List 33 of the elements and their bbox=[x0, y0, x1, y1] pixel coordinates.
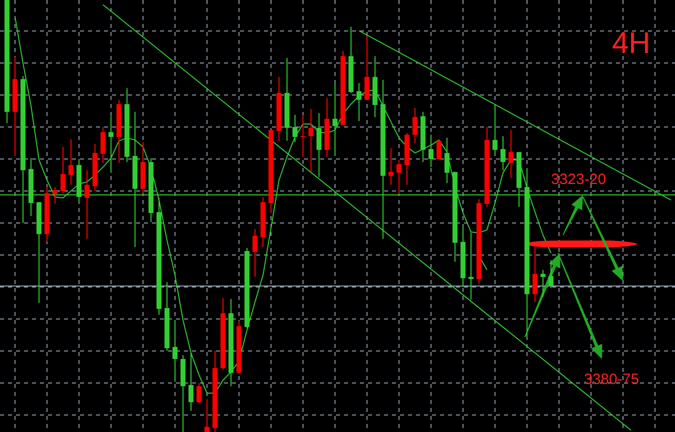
candlestick bbox=[540, 270, 546, 298]
candlestick bbox=[292, 114, 298, 143]
candlestick bbox=[332, 83, 338, 156]
annotation: 4H bbox=[612, 27, 650, 60]
candlestick bbox=[428, 134, 434, 168]
candlestick bbox=[436, 138, 442, 160]
candlestick bbox=[172, 320, 178, 382]
candlestick bbox=[252, 228, 258, 278]
candlestick bbox=[388, 148, 394, 186]
candlestick bbox=[108, 116, 114, 174]
candlestick bbox=[396, 159, 402, 194]
candlestick bbox=[308, 108, 314, 172]
annotation: 3323-20 bbox=[551, 171, 606, 188]
candlestick bbox=[364, 35, 370, 100]
candlestick bbox=[500, 136, 506, 171]
candlestick bbox=[356, 82, 362, 122]
candlestick bbox=[412, 108, 418, 144]
candlestick bbox=[100, 126, 106, 164]
candlestick bbox=[532, 244, 538, 302]
candlestick bbox=[204, 398, 210, 432]
candlestick bbox=[196, 382, 202, 404]
candlestick bbox=[444, 137, 450, 184]
candlestick bbox=[84, 170, 90, 240]
candlestick bbox=[508, 130, 514, 178]
candlestick bbox=[68, 138, 74, 186]
candlestick bbox=[300, 114, 306, 158]
candlestick bbox=[492, 104, 498, 154]
candlestick bbox=[316, 112, 322, 178]
candlestick bbox=[52, 186, 58, 204]
annotation: 3380-75 bbox=[584, 371, 640, 388]
candlestick bbox=[468, 232, 474, 300]
candlestick bbox=[548, 260, 554, 289]
candlestick bbox=[60, 146, 66, 194]
